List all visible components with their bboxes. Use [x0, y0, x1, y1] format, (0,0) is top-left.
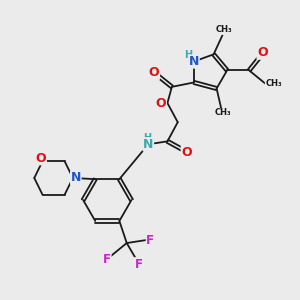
Text: N: N [143, 138, 154, 151]
Text: O: O [257, 46, 268, 59]
Text: CH₃: CH₃ [265, 79, 282, 88]
Text: O: O [156, 97, 166, 110]
Text: N: N [70, 172, 81, 184]
Text: O: O [181, 146, 192, 159]
Text: CH₃: CH₃ [214, 109, 231, 118]
Text: H: H [143, 133, 151, 143]
Text: CH₃: CH₃ [216, 26, 232, 34]
Text: F: F [103, 253, 111, 266]
Text: O: O [149, 66, 160, 79]
Text: F: F [134, 258, 142, 271]
Text: F: F [146, 234, 154, 247]
Text: O: O [36, 152, 46, 165]
Text: H: H [184, 50, 193, 60]
Text: N: N [189, 55, 199, 68]
